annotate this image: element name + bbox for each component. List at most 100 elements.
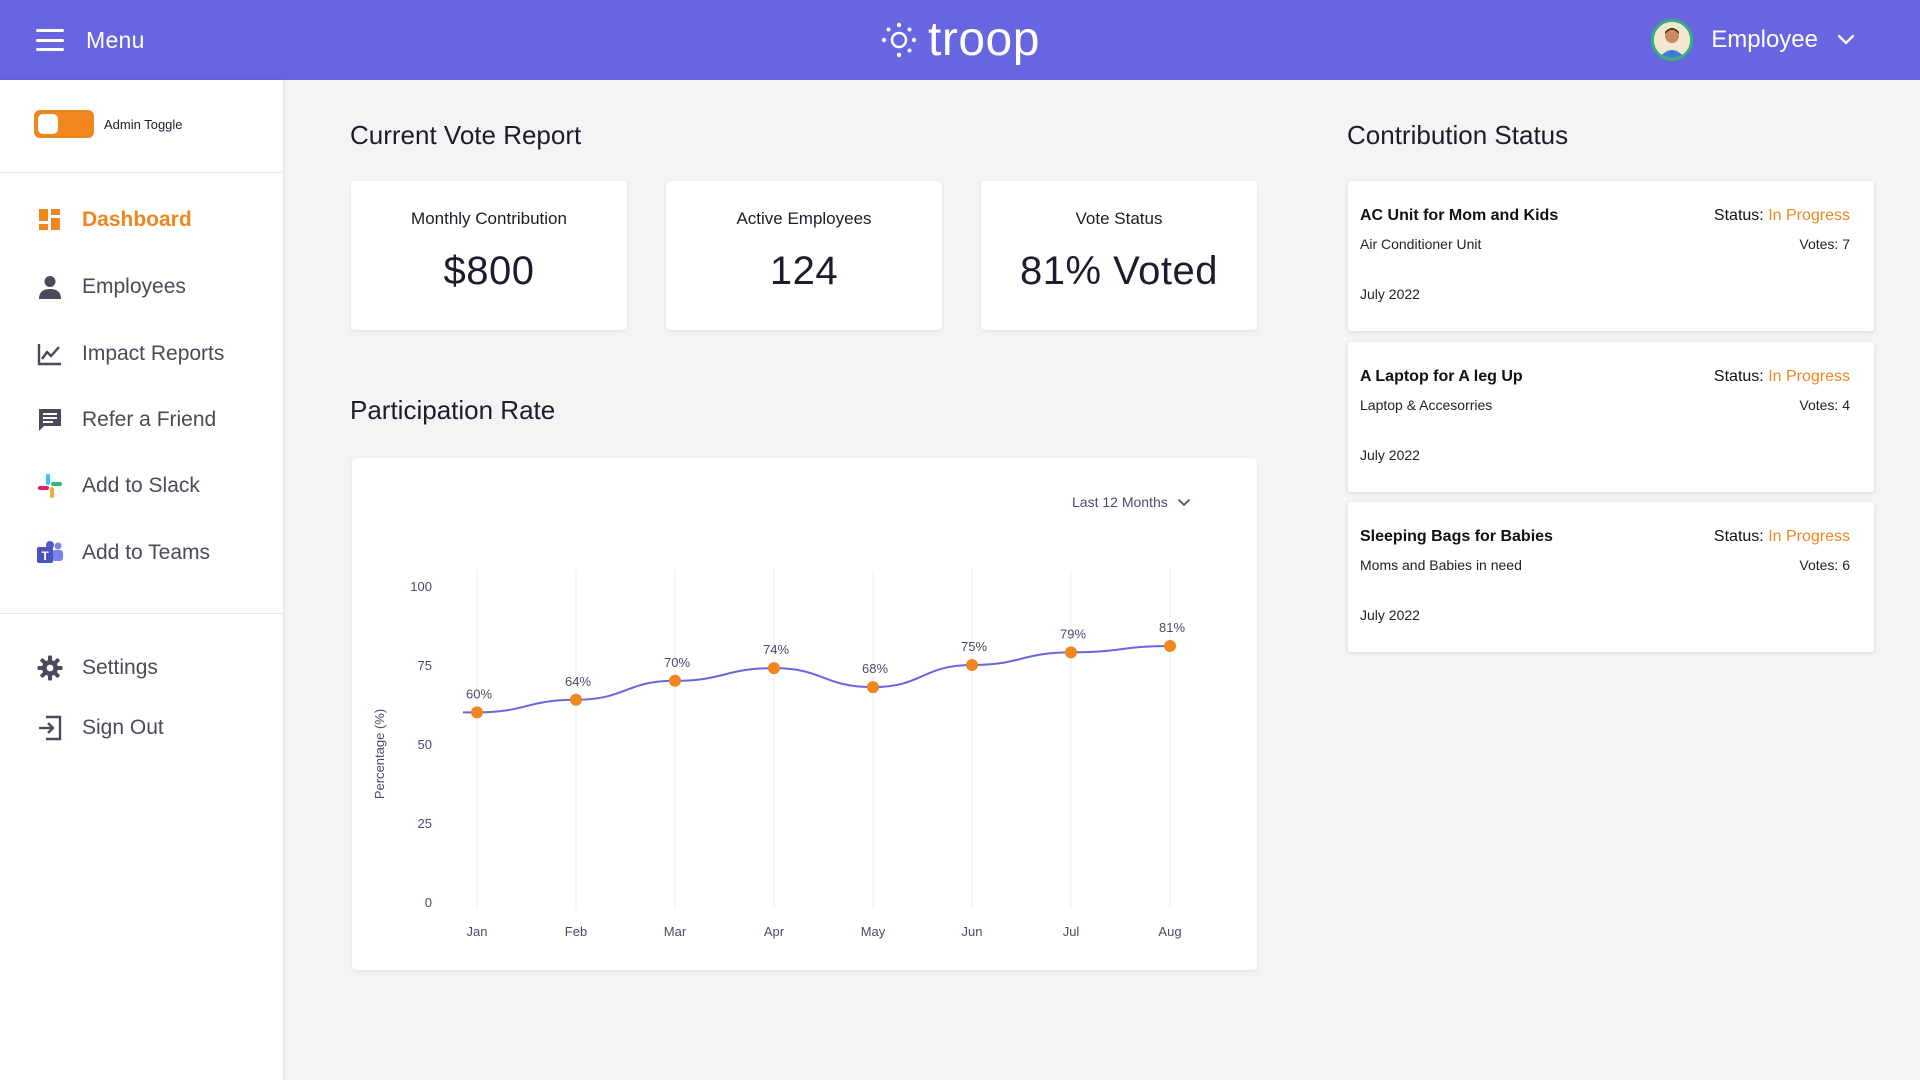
contribution-date: July 2022	[1360, 286, 1420, 302]
chevron-down-icon	[1836, 33, 1856, 47]
contribution-date: July 2022	[1360, 447, 1420, 463]
range-dropdown[interactable]: Last 12 Months	[1072, 490, 1190, 514]
chevron-down-icon	[1177, 494, 1190, 510]
contribution-subtitle: Moms and Babies in need	[1360, 557, 1522, 573]
y-tick-label: 75	[418, 658, 432, 673]
stat-value: 81% Voted	[1020, 249, 1218, 293]
data-point	[471, 706, 483, 719]
contribution-title: Sleeping Bags for Babies	[1360, 528, 1553, 545]
teams-icon: T	[36, 539, 64, 567]
sidebar-divider	[0, 613, 283, 614]
x-tick-label: Feb	[565, 924, 587, 939]
stat-card-active-employees: Active Employees 124	[666, 181, 942, 330]
contribution-title: AC Unit for Mom and Kids	[1360, 207, 1559, 224]
x-tick-label: Apr	[764, 924, 785, 939]
y-tick-label: 25	[418, 816, 432, 831]
sidebar-item-label: Add to Teams	[82, 541, 211, 564]
menu-label: Menu	[86, 26, 145, 53]
participation-line-chart: 0 25 50 75 100 Percentage (%) Jan Feb Mar Apr May J…	[372, 570, 1185, 939]
data-point	[768, 662, 780, 675]
top-bar: Menu troop Employee	[0, 0, 1920, 80]
contribution-status: Status: In Progress	[1714, 368, 1850, 386]
contribution-votes: Votes: 6	[1799, 557, 1850, 573]
sidebar-item-label: Impact Reports	[82, 342, 225, 365]
contribution-status: Status: In Progress	[1714, 207, 1850, 225]
status-badge: In Progress	[1768, 207, 1850, 224]
user-role-label: Employee	[1711, 26, 1818, 53]
contribution-date: July 2022	[1360, 607, 1420, 623]
hamburger-icon	[36, 29, 64, 51]
sidebar-item-add-to-slack[interactable]: Add to Slack	[36, 466, 200, 506]
avatar-person-icon	[1654, 22, 1691, 58]
sidebar-item-label: Settings	[82, 656, 158, 679]
x-tick-label: Jun	[962, 924, 983, 939]
data-label: 68%	[862, 661, 888, 676]
sidebar-item-impact-reports[interactable]: Impact Reports	[36, 334, 224, 374]
x-tick-label: Jan	[467, 924, 488, 939]
contribution-card[interactable]: Sleeping Bags for Babies Moms and Babies…	[1348, 502, 1874, 652]
person-icon	[36, 273, 64, 301]
stat-card-vote-status: Vote Status 81% Voted	[981, 181, 1257, 330]
x-tick-label: Aug	[1158, 924, 1181, 939]
user-menu[interactable]: Employee	[1651, 18, 1856, 62]
dashboard-icon	[36, 206, 64, 234]
x-tick-label: Mar	[664, 924, 687, 939]
contribution-card[interactable]: A Laptop for A leg Up Laptop & Accesorri…	[1348, 342, 1874, 492]
sidebar-item-refer-a-friend[interactable]: Refer a Friend	[36, 400, 216, 440]
stat-value: 124	[769, 249, 839, 293]
y-tick-label: 50	[418, 737, 432, 752]
contribution-votes: Votes: 4	[1799, 397, 1850, 413]
range-dropdown-label: Last 12 Months	[1072, 494, 1168, 510]
data-label: 79%	[1060, 626, 1086, 641]
stat-value: $800	[443, 249, 535, 293]
sidebar-item-settings[interactable]: Settings	[36, 648, 158, 688]
sidebar-item-employees[interactable]: Employees	[36, 267, 186, 307]
y-tick-label: 0	[425, 895, 432, 910]
admin-toggle: Admin Toggle	[34, 110, 183, 138]
y-axis-label: Percentage (%)	[372, 709, 387, 799]
sign-out-icon	[36, 714, 64, 742]
admin-toggle-label: Admin Toggle	[104, 116, 183, 132]
status-prefix: Status:	[1713, 207, 1764, 224]
data-point	[867, 681, 879, 694]
contribution-subtitle: Air Conditioner Unit	[1360, 236, 1482, 252]
gear-icon	[36, 654, 64, 682]
sidebar-item-sign-out[interactable]: Sign Out	[36, 708, 164, 748]
status-prefix: Status:	[1713, 368, 1764, 385]
sidebar-item-label: Dashboard	[82, 208, 192, 231]
chart-line-icon	[36, 340, 64, 368]
stat-label: Monthly Contribution	[411, 209, 567, 228]
y-tick-label: 100	[410, 579, 432, 594]
brand-logo[interactable]: troop	[876, 10, 1040, 70]
data-label: 81%	[1159, 620, 1185, 635]
sidebar-item-label: Employees	[82, 275, 186, 298]
data-label: 74%	[763, 642, 789, 657]
series-line	[463, 645, 1171, 714]
status-prefix: Status:	[1713, 528, 1764, 545]
chat-icon	[36, 406, 64, 434]
contribution-status-title: Contribution Status	[1347, 120, 1569, 150]
sidebar-item-label: Refer a Friend	[82, 408, 217, 431]
admin-toggle-switch[interactable]	[34, 110, 94, 138]
x-tick-label: May	[861, 924, 886, 939]
svg-text:T: T	[41, 549, 49, 563]
stat-label: Active Employees	[736, 209, 872, 228]
participation-chart-card: 0 25 50 75 100 Percentage (%) Jan Feb Mar Apr May J…	[352, 458, 1257, 970]
x-tick-label: Jul	[1063, 924, 1080, 939]
contribution-status: Status: In Progress	[1714, 528, 1850, 546]
sidebar-item-dashboard[interactable]: Dashboard	[36, 200, 192, 240]
contribution-card[interactable]: AC Unit for Mom and Kids Air Conditioner…	[1348, 181, 1874, 331]
data-label: 64%	[565, 674, 591, 689]
contribution-title: A Laptop for A leg Up	[1360, 368, 1523, 385]
avatar	[1651, 19, 1694, 61]
sidebar-item-add-to-teams[interactable]: T Add to Teams	[36, 533, 210, 573]
data-point	[966, 659, 978, 671]
sidebar-item-label: Add to Slack	[82, 474, 200, 497]
brand-name: troop	[928, 13, 1040, 66]
sidebar: Admin Toggle Dashboard Employees Impact …	[0, 80, 283, 1080]
data-point	[1065, 646, 1077, 659]
participation-rate-title: Participation Rate	[350, 395, 556, 425]
menu-button[interactable]: Menu	[36, 22, 145, 58]
status-badge: In Progress	[1768, 528, 1850, 545]
slack-icon	[36, 472, 64, 500]
